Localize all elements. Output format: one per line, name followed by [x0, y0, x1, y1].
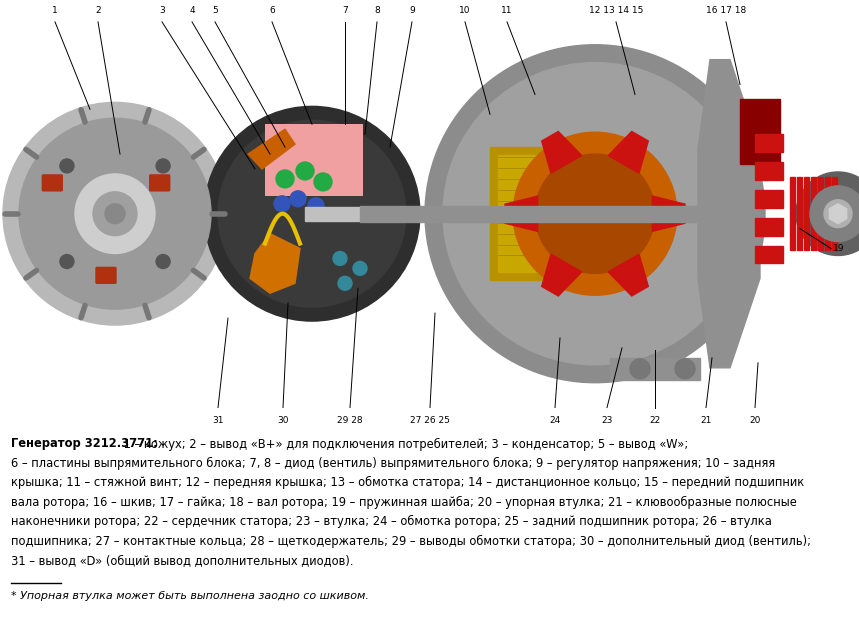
- Circle shape: [204, 106, 420, 321]
- Circle shape: [60, 255, 74, 268]
- Bar: [755, 218, 783, 236]
- FancyBboxPatch shape: [42, 175, 63, 191]
- Polygon shape: [542, 254, 582, 296]
- Text: 21: 21: [700, 416, 712, 424]
- Text: 31: 31: [212, 416, 223, 424]
- Bar: [755, 190, 783, 208]
- Circle shape: [93, 192, 137, 236]
- Bar: [811, 177, 816, 250]
- Bar: [797, 177, 802, 250]
- Bar: [490, 147, 630, 280]
- Circle shape: [276, 170, 294, 188]
- Text: 2: 2: [95, 6, 101, 15]
- Text: 27 26 25: 27 26 25: [410, 416, 450, 424]
- Polygon shape: [505, 196, 538, 232]
- Text: 20: 20: [749, 416, 761, 424]
- FancyBboxPatch shape: [149, 175, 170, 191]
- Text: 11: 11: [502, 6, 513, 15]
- Text: 1: 1: [52, 6, 58, 15]
- Bar: [755, 134, 783, 152]
- Circle shape: [353, 261, 367, 275]
- Text: 24: 24: [550, 416, 561, 424]
- Circle shape: [19, 119, 211, 309]
- Text: 30: 30: [277, 416, 289, 424]
- Polygon shape: [608, 254, 649, 296]
- Text: 16 17 18: 16 17 18: [706, 6, 746, 15]
- Polygon shape: [542, 132, 582, 173]
- Polygon shape: [829, 204, 847, 223]
- Circle shape: [824, 200, 852, 228]
- Circle shape: [290, 191, 306, 207]
- Polygon shape: [698, 60, 760, 368]
- Circle shape: [308, 198, 324, 213]
- Bar: [360, 206, 700, 222]
- Text: 8: 8: [375, 6, 380, 15]
- Bar: [305, 207, 360, 221]
- Polygon shape: [608, 132, 649, 173]
- Text: 29 28: 29 28: [338, 416, 362, 424]
- Bar: [265, 124, 363, 196]
- Text: 7: 7: [342, 6, 348, 15]
- Polygon shape: [250, 233, 300, 293]
- Text: * Упорная втулка может быть выполнена заодно со шкивом.: * Упорная втулка может быть выполнена за…: [11, 592, 369, 602]
- Circle shape: [535, 154, 655, 273]
- Text: 5: 5: [212, 6, 218, 15]
- Polygon shape: [652, 196, 685, 232]
- Circle shape: [274, 196, 290, 212]
- Text: крышка; 11 – стяжной винт; 12 – передняя крышка; 13 – обмотка статора; 14 – дист: крышка; 11 – стяжной винт; 12 – передняя…: [11, 476, 804, 489]
- Bar: [818, 177, 823, 250]
- Circle shape: [338, 276, 352, 290]
- Text: 6: 6: [269, 6, 275, 15]
- FancyBboxPatch shape: [96, 268, 116, 283]
- Text: 12 13 14 15: 12 13 14 15: [588, 6, 643, 15]
- Circle shape: [314, 173, 332, 191]
- Text: 10: 10: [460, 6, 471, 15]
- Text: 22: 22: [649, 416, 661, 424]
- Text: 6 – пластины выпрямительного блока; 7, 8 – диод (вентиль) выпрямительного блока;: 6 – пластины выпрямительного блока; 7, 8…: [11, 457, 775, 470]
- Text: 1 – кожух; 2 – вывод «В+» для подключения потребителей; 3 – конденсатор; 5 – выв: 1 – кожух; 2 – вывод «В+» для подключени…: [120, 437, 688, 451]
- Circle shape: [443, 62, 747, 365]
- Bar: [755, 245, 783, 263]
- Circle shape: [218, 120, 406, 307]
- Circle shape: [796, 172, 859, 255]
- Bar: [825, 177, 830, 250]
- Circle shape: [333, 251, 347, 265]
- Bar: [804, 177, 809, 250]
- Circle shape: [513, 132, 677, 295]
- Circle shape: [296, 162, 314, 180]
- Text: 3: 3: [159, 6, 165, 15]
- Text: 4: 4: [189, 6, 195, 15]
- Text: наконечники ротора; 22 – сердечник статора; 23 – втулка; 24 – обмотка ротора; 25: наконечники ротора; 22 – сердечник стато…: [11, 515, 771, 529]
- Polygon shape: [248, 129, 295, 169]
- Bar: [832, 177, 837, 250]
- Circle shape: [60, 159, 74, 173]
- Bar: [498, 155, 622, 272]
- Text: 9: 9: [409, 6, 415, 15]
- Circle shape: [3, 102, 227, 325]
- Bar: [790, 177, 795, 250]
- Circle shape: [630, 359, 650, 379]
- Bar: [610, 358, 700, 380]
- Circle shape: [810, 186, 859, 241]
- Text: 31 – вывод «D» (общий вывод дополнительных диодов).: 31 – вывод «D» (общий вывод дополнительн…: [11, 554, 353, 567]
- Bar: [755, 162, 783, 180]
- Text: вала ротора; 16 – шкив; 17 – гайка; 18 – вал ротора; 19 – пружинная шайба; 20 – : вала ротора; 16 – шкив; 17 – гайка; 18 –…: [11, 496, 796, 509]
- Circle shape: [75, 174, 155, 253]
- Circle shape: [675, 359, 695, 379]
- Text: подшипника; 27 – контактные кольца; 28 – щеткодержатель; 29 – выводы обмотки ста: подшипника; 27 – контактные кольца; 28 –…: [11, 535, 811, 548]
- Text: 23: 23: [601, 416, 612, 424]
- Bar: [740, 99, 780, 164]
- Text: Генератор 3212.3771:: Генератор 3212.3771:: [11, 437, 157, 451]
- Circle shape: [156, 255, 170, 268]
- Circle shape: [156, 159, 170, 173]
- Circle shape: [425, 45, 765, 383]
- Text: 19: 19: [833, 244, 844, 253]
- Circle shape: [105, 204, 125, 223]
